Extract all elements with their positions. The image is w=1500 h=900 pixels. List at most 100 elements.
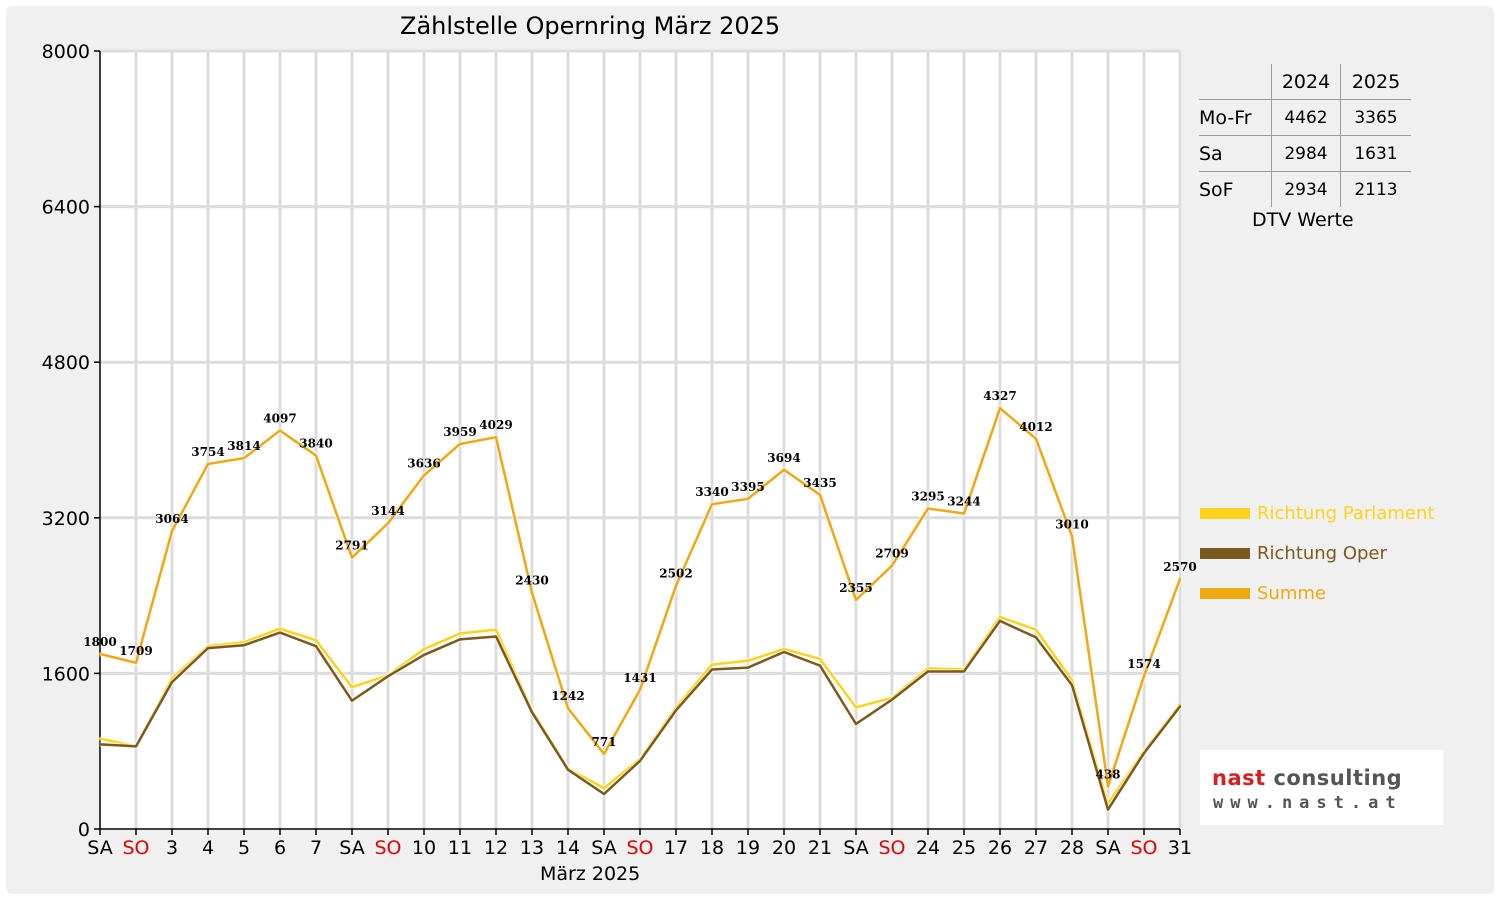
data-point [350,556,354,559]
data-point [350,699,354,702]
x-tick-label: 7 [310,837,322,859]
data-point [278,631,282,634]
y-tick-label: 8000 [42,41,90,63]
data-label: 3395 [731,480,764,494]
data-point [674,584,678,587]
legend-swatch [1200,547,1250,559]
x-tick-label: SA [87,837,112,859]
data-point [422,653,426,657]
data-label: 3959 [443,425,476,439]
data-label: 438 [1095,767,1120,781]
logo-word-consulting: consulting [1265,766,1403,790]
chart-legend: Richtung Parlament Richtung Oper Summe [1200,493,1434,613]
x-tick-label: SO [374,837,401,859]
data-point [746,666,750,669]
x-tick-label: 11 [448,837,472,859]
x-tick-label: 14 [556,837,580,859]
dtv-header-empty [1199,64,1272,100]
x-tick-label: 24 [916,837,940,859]
legend-label: Richtung Oper [1257,542,1387,564]
data-point [710,663,714,666]
data-point [1142,751,1146,755]
data-point [422,474,426,477]
data-point [926,670,930,673]
data-point [566,707,570,710]
data-point [134,661,138,664]
data-label: 4012 [1019,420,1052,434]
data-label: 3340 [695,485,728,499]
data-point [314,454,318,457]
x-tick-label: SO [878,837,905,859]
y-tick-label: 3200 [42,508,90,530]
data-point [602,786,606,790]
data-label: 3754 [191,445,224,459]
legend-item-richtung-oper: Richtung Oper [1200,533,1434,573]
data-point [458,638,462,641]
legend-item-richtung-parlament: Richtung Parlament [1200,493,1434,533]
dtv-cell: 2984 [1271,135,1341,172]
y-tick-label: 0 [78,819,90,841]
x-tick-label: 4 [202,837,214,859]
data-point [1178,703,1182,706]
data-point [710,502,714,506]
data-point [602,752,606,756]
data-point [638,688,642,692]
data-point [134,745,138,748]
data-point [206,462,210,466]
dtv-row-label: Sa [1199,135,1272,172]
data-label: 1242 [551,689,584,703]
dtv-cell: 2113 [1340,171,1411,207]
data-point [1034,628,1038,631]
data-point [314,644,318,648]
data-label: 3435 [803,476,836,490]
data-label: 4327 [983,389,1016,403]
data-point [998,615,1002,619]
data-point [530,591,534,594]
x-tick-label: SO [122,837,149,859]
data-label: 1431 [623,671,656,685]
data-point [530,711,534,714]
data-point [746,497,750,501]
dtv-header-row: 2024 2025 [1199,64,1411,100]
x-tick-label: 17 [664,837,688,859]
data-point [926,507,930,510]
data-label: 1709 [119,644,152,658]
x-tick-label: 19 [736,837,760,859]
dtv-table: 2024 2025 Mo-Fr 4462 3365 Sa 2984 1631 S… [1199,64,1411,207]
dtv-header-2024: 2024 [1271,64,1341,100]
logo-wordmark: nast consulting [1212,766,1402,790]
data-point [710,668,714,671]
y-tick-label: 6400 [42,197,90,219]
dtv-row-sof: SoF 2934 2113 [1199,171,1411,207]
x-tick-label: 26 [988,837,1012,859]
dtv-row-label: SoF [1199,171,1272,207]
data-label: 3244 [947,495,980,509]
data-label: 3295 [911,490,944,504]
data-point [1070,535,1074,538]
data-point [494,635,498,638]
data-point [170,529,174,533]
data-point [1034,437,1038,441]
data-point [674,709,678,712]
data-point [962,670,966,673]
x-tick-label: 31 [1168,837,1192,859]
chart-title: Zählstelle Opernring März 2025 [400,12,781,40]
data-point [1106,808,1110,811]
x-tick-label: SO [626,837,653,859]
data-label: 3636 [407,456,440,470]
data-point [998,619,1002,623]
dtv-cell: 4462 [1271,99,1341,136]
data-label: 1800 [83,635,116,649]
dtv-row-label: Mo-Fr [1199,99,1272,136]
x-axis-label: März 2025 [540,863,641,885]
data-label: 4029 [479,418,512,432]
data-point [1178,577,1182,581]
x-tick-label: 21 [808,837,832,859]
x-tick-label: 28 [1060,837,1084,859]
data-point [638,759,642,763]
data-point [890,564,894,567]
data-point [98,743,102,746]
x-tick-label: 10 [412,837,436,859]
data-label: 3064 [155,512,188,526]
data-point [170,680,174,684]
